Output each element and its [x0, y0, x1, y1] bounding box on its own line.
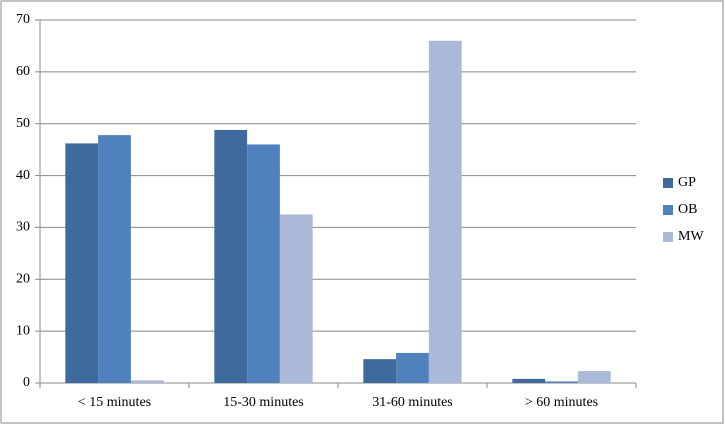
- legend-swatch: [663, 178, 673, 188]
- legend-swatch: [663, 205, 673, 215]
- legend-label: MW: [678, 229, 704, 244]
- bar: [545, 381, 578, 383]
- bar: [396, 352, 429, 383]
- y-tick-label: 40: [16, 168, 30, 183]
- x-tick-label: < 15 minutes: [78, 395, 151, 410]
- bar: [65, 143, 99, 383]
- y-tick-label: 70: [16, 12, 30, 27]
- bar: [214, 129, 248, 383]
- y-tick-label: 10: [16, 323, 30, 338]
- x-tick-label: 15-30 minutes: [223, 395, 304, 410]
- bar: [247, 144, 280, 383]
- bar: [130, 380, 164, 383]
- bar: [98, 135, 131, 383]
- x-tick-label: 31-60 minutes: [372, 395, 453, 410]
- y-tick-label: 0: [23, 375, 30, 390]
- y-tick-label: 30: [16, 220, 30, 235]
- y-tick-label: 50: [16, 116, 30, 131]
- y-tick-label: 20: [16, 272, 30, 287]
- bar: [428, 40, 462, 383]
- y-tick-label: 60: [16, 64, 30, 79]
- x-tick-label: > 60 minutes: [525, 395, 598, 410]
- legend-label: GP: [678, 175, 696, 190]
- legend-swatch: [663, 232, 673, 242]
- legend-label: OB: [678, 202, 697, 217]
- bar: [577, 371, 611, 383]
- bar: [363, 359, 397, 383]
- bar: [512, 378, 546, 383]
- bar: [279, 214, 313, 383]
